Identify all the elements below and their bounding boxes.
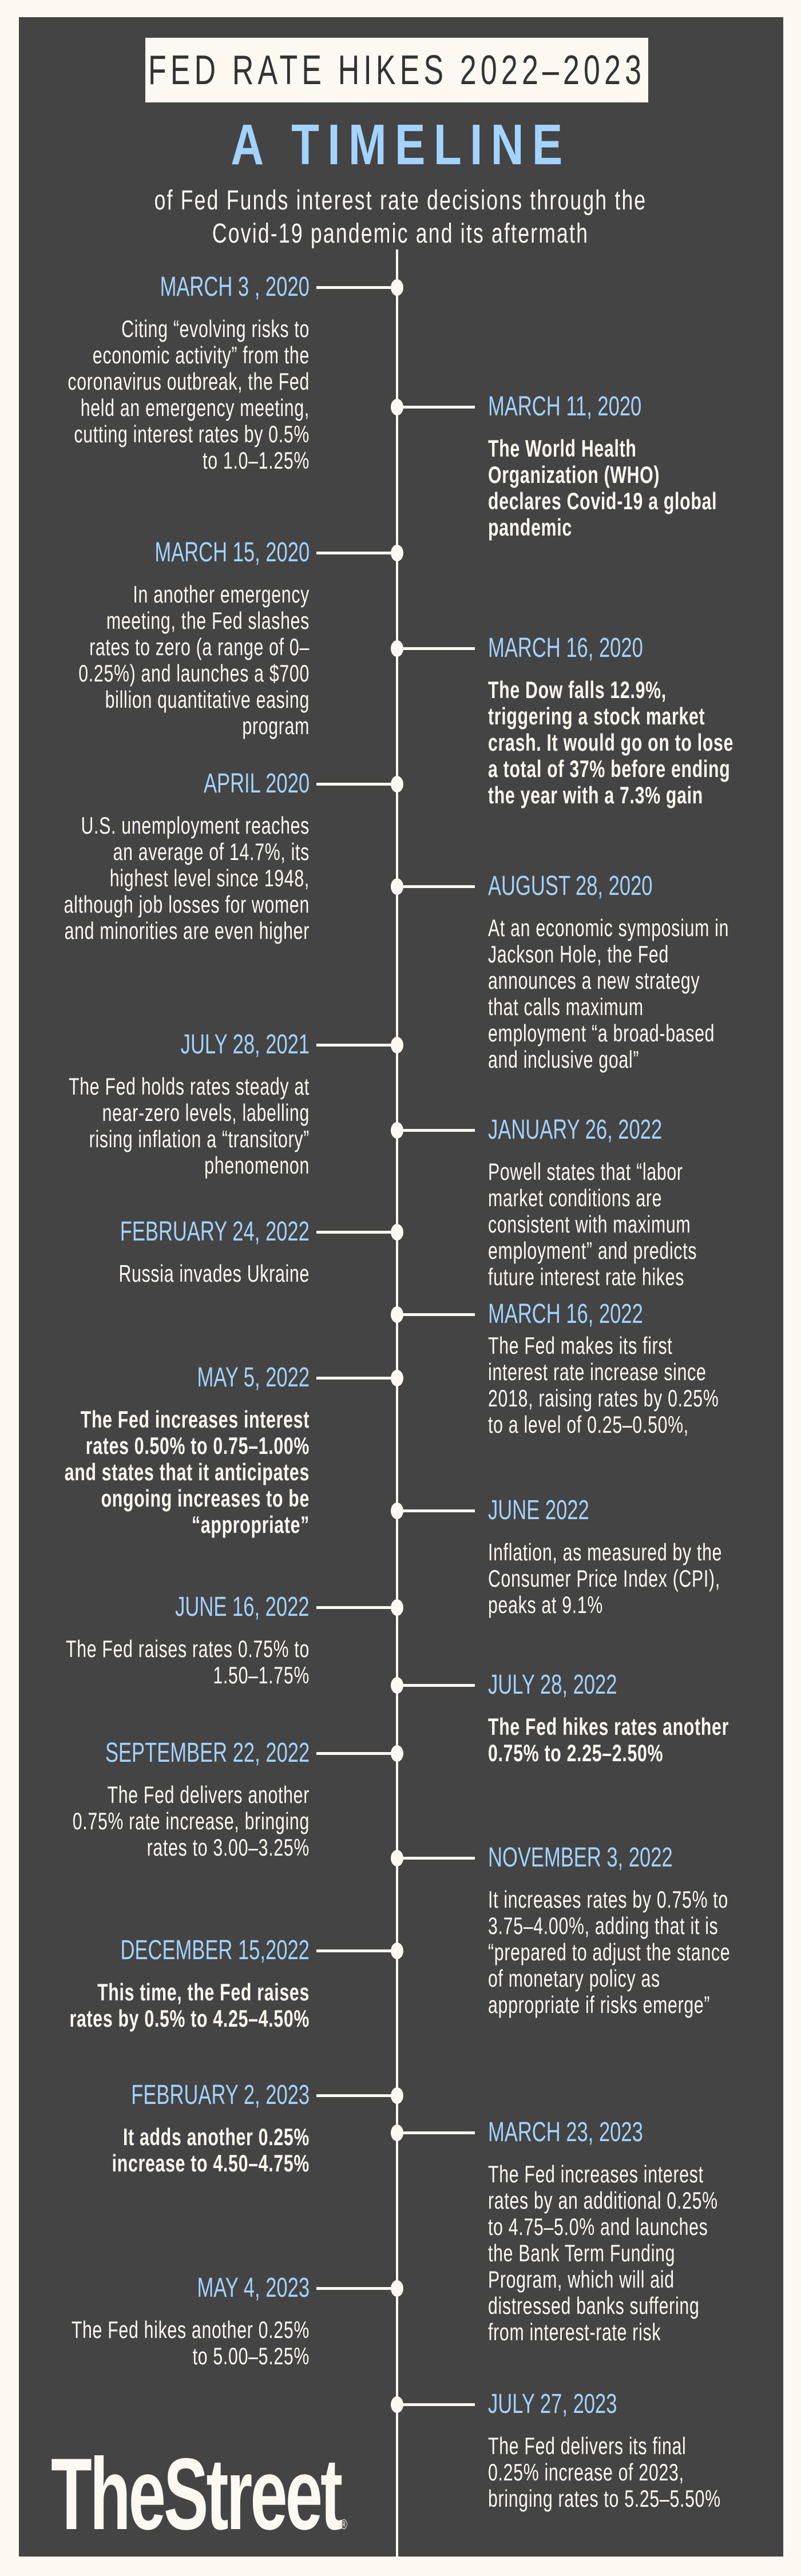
timeline-dot — [391, 1745, 403, 1762]
timeline-connector — [316, 1949, 397, 1952]
event-date: FEBRUARY 24, 2022 — [120, 1216, 310, 1247]
event-description: This time, the Fed raises rates by 0.5% … — [69, 1979, 310, 2032]
event-date: JULY 28, 2021 — [180, 1029, 310, 1060]
timeline-connector — [397, 1509, 475, 1512]
timeline-connector — [316, 2094, 397, 2097]
timeline-connector — [316, 1377, 397, 1380]
timeline-connector — [397, 647, 475, 650]
timeline-connector — [397, 1129, 475, 1132]
subtitle-line: of Fed Funds interest rate decisions thr… — [154, 185, 647, 216]
timeline-dot — [391, 1599, 403, 1616]
event-date: MAY 5, 2022 — [197, 1362, 310, 1393]
event-date: APRIL 2020 — [203, 768, 310, 799]
event-date: MAY 4, 2023 — [197, 2273, 310, 2303]
timeline-connector — [316, 552, 397, 554]
timeline-spine — [396, 249, 398, 2557]
timeline-connector — [316, 286, 397, 289]
event-description: The Fed raises rates 0.75% to 1.50–1.75% — [66, 1635, 310, 1689]
timeline-connector — [316, 2287, 397, 2290]
event-date: DECEMBER 15,2022 — [120, 1935, 310, 1965]
event-date: JULY 28, 2022 — [488, 1670, 617, 1700]
title-banner: FED RATE HIKES 2022–2023 — [145, 38, 648, 102]
timeline-dot — [391, 1224, 403, 1241]
event-description: At an economic symposium in Jackson Hole… — [488, 914, 729, 1073]
event-description: The Fed delivers its final 0.25% increas… — [488, 2432, 721, 2512]
timeline-connector — [316, 783, 397, 786]
event-date: JULY 27, 2023 — [488, 2389, 617, 2419]
event-description: The Fed delivers another 0.75% rate incr… — [72, 1781, 310, 1861]
timeline-dot — [391, 2087, 403, 2104]
event-description: It adds another 0.25% increase to 4.50–4… — [112, 2123, 310, 2177]
headline-text: A TIMELINE — [230, 113, 571, 177]
registered-mark: ® — [340, 2517, 347, 2533]
timeline-connector — [316, 1606, 397, 1609]
timeline-connector — [316, 1231, 397, 1234]
event-description: The Fed increases interest rates 0.50% t… — [64, 1406, 310, 1538]
event-description: It increases rates by 0.75% to 3.75–4.00… — [488, 1886, 731, 2018]
timeline-dot — [391, 776, 403, 792]
subtitle-line: Covid-19 pandemic and its aftermath — [212, 219, 589, 249]
event-description: The Dow falls 12.9%, triggering a stock … — [488, 676, 734, 809]
timeline-dot — [391, 1037, 403, 1053]
timeline-connector — [316, 1752, 397, 1755]
event-description: Inflation, as measured by the Consumer P… — [488, 1539, 723, 1618]
event-date: MARCH 16, 2022 — [488, 1299, 643, 1329]
event-description: Powell states that “labor market conditi… — [488, 1158, 697, 1290]
timeline-connector — [397, 2403, 475, 2406]
timeline-connector — [316, 1044, 397, 1047]
event-date: MARCH 16, 2020 — [488, 633, 643, 663]
page-title: FED RATE HIKES 2022–2023 — [148, 47, 646, 93]
timeline-connector — [397, 2131, 475, 2134]
event-description: The Fed hikes rates another 0.75% to 2.2… — [488, 1713, 729, 1766]
headline: A TIMELINE — [0, 112, 801, 178]
event-date: JUNE 16, 2022 — [175, 1592, 310, 1622]
timeline-dot — [391, 1370, 403, 1386]
timeline-connector — [397, 885, 475, 888]
event-description: In another emergency meeting, the Fed sl… — [78, 581, 310, 739]
event-description: Citing “evolving risks to economic activ… — [68, 315, 310, 474]
event-description: U.S. unemployment reaches an average of … — [64, 812, 310, 944]
event-description: The Fed makes its first interest rate in… — [488, 1332, 719, 1438]
event-date: JUNE 2022 — [488, 1495, 589, 1525]
timeline-connector — [397, 1857, 475, 1860]
event-date: MARCH 11, 2020 — [488, 391, 642, 422]
event-description: Russia invades Ukraine — [118, 1260, 310, 1287]
timeline-dot — [391, 1943, 403, 1959]
timeline-dot — [391, 279, 403, 296]
event-description: The Fed increases interest rates by an a… — [488, 2161, 718, 2345]
event-date: MARCH 3 , 2020 — [160, 272, 310, 302]
event-date: FEBRUARY 2, 2023 — [131, 2080, 310, 2110]
timeline-dot — [391, 545, 403, 561]
event-description: The World Health Organization (WHO) decl… — [488, 435, 717, 541]
timeline-connector — [397, 1684, 475, 1687]
logo-wordmark: TheStreet — [51, 2437, 343, 2551]
event-date: SEPTEMBER 22, 2022 — [105, 1738, 310, 1768]
timeline-dot — [391, 2280, 403, 2297]
event-date: JANUARY 26, 2022 — [488, 1115, 663, 1145]
event-date: AUGUST 28, 2020 — [488, 871, 653, 901]
thestreet-logo: TheStreet® — [51, 2443, 347, 2576]
event-date: MARCH 23, 2023 — [488, 2117, 643, 2147]
event-description: The Fed hikes another 0.25% to 5.00–5.25… — [71, 2316, 310, 2369]
timeline-connector — [397, 1313, 475, 1316]
timeline-connector — [397, 406, 475, 409]
subtitle: of Fed Funds interest rate decisions thr… — [0, 184, 801, 251]
event-description: The Fed holds rates steady at near-zero … — [69, 1073, 310, 1179]
event-date: MARCH 15, 2020 — [154, 537, 310, 568]
event-date: NOVEMBER 3, 2022 — [488, 1842, 673, 1873]
